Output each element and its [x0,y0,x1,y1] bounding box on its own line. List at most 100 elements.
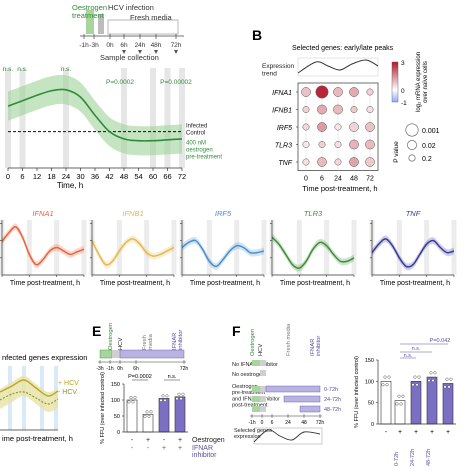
condition-sign: + [446,429,450,436]
data-point [447,385,451,389]
timeline-tag: Freshmedia [142,333,154,350]
p-value-label: P=0.0002 [128,374,152,380]
dot-tnf [349,157,359,167]
timeline-tick-label: -3h [89,42,99,49]
sample-band [234,220,240,275]
oestrogen-bar [252,360,260,366]
x-tick-label: 6 [20,172,24,181]
sample-band [451,220,457,275]
x-axis-label: Time post-treatment, h [100,280,170,287]
gene-panel-tnf: TNF Time post-treatment, h [369,209,457,287]
panel-b-xlabel: Time post-treatment, h [302,184,377,193]
timeline-tag-line: inhibitor [316,336,322,356]
y-axis-label: % FFU (over infected control) [354,356,360,428]
panel-b-colorbar: 3 0 -1 log₂ mRNA expressionover naïve cells [391,52,429,112]
pvalue-legend-label: 0.001 [422,128,440,135]
timeline-tag-line: media [148,333,154,350]
timeline-tick-label: 48 [301,420,307,426]
pvalue-legend-dot [405,123,419,137]
x-tick-label: 12 [33,172,41,181]
control-label-line: Control [186,131,205,137]
condition-label-line: No oestrogen [232,372,265,378]
data-point [381,383,385,387]
timeline-tick-label: 72h [180,366,189,372]
gene-panel-tlr3: TLR3 Time post-treatment, h [269,209,357,287]
oestrogen-bar [252,396,260,402]
sample-band [116,220,122,275]
ns-label: n.s. [17,66,28,73]
data-point [133,395,137,399]
dot-ifna1 [301,87,311,97]
panel-a-xlabel: Time, h [57,181,83,190]
gene-title: IRF5 [215,209,232,218]
ffu-bar [174,396,186,433]
timeline-tick-label: -1h [79,42,89,49]
gene-title: IFNA1 [32,209,53,218]
sample-band [121,68,127,168]
condition-sign: - [131,445,134,452]
pvalue-legend-label: 0.2 [422,156,432,163]
timeline-tick-label: -3h [96,366,103,372]
hcv-infection-bar [98,14,104,34]
treated-label: 400 nM oestrogen pre-treatment [186,141,222,161]
condition-sign: - [147,445,150,452]
timeline-tag-line: IFNAR [310,339,316,356]
panel-a-timeline: Oestrogen treatment HCV infection Fresh … [72,3,184,62]
colorbar-label-line: log₂ mRNA expression [416,52,422,112]
condition-label-line: Oestrogen [192,437,225,444]
dot-tlr3 [365,139,375,150]
dot-ifnb1 [302,106,310,113]
oestrogen-treatment-label-2: treatment [72,11,105,20]
treated-label-line: pre-treatment [186,155,222,161]
hcv-minus-line [0,391,59,405]
legend-hcv-plus: + HCV [58,380,79,387]
x-tick-label: 6 [320,176,324,183]
data-point [427,378,431,382]
sample-band [164,68,171,168]
data-point [127,400,131,404]
window-label: 0-72h [324,387,338,393]
timeline-tag: Oestrogen [108,323,114,350]
data-point [395,402,399,406]
dot-ifnb1 [333,104,343,115]
panel-c: IFNA1 Time post-treatment, h IFNB1 Time pos… [0,209,457,287]
timeline-tag-line: Fresh [142,335,148,350]
data-point [149,410,153,414]
gene-label: TNF [278,160,292,167]
panel-d-chart: + HCV - HCV [0,366,79,431]
confidence-band [182,236,264,270]
condition-label: Oestrogen [192,437,225,444]
data-point [443,385,447,389]
timeline-tick-label: 0h [117,366,123,372]
x-tick-label: 54 [134,172,142,181]
panel-a: Oestrogen treatment HCV infection Fresh … [3,3,223,190]
x-axis-label: Time post-treatment, h [280,280,350,287]
x-tick-label: 72 [366,176,374,183]
ifnar-window-bar [283,395,321,403]
oestrogen-bar [99,349,113,359]
hcv-bar [260,360,266,366]
treated-label-line: oestrogen [186,148,213,154]
condition-sign: + [398,429,402,436]
sample-band [81,220,87,275]
colorbar-tick: 3 [401,60,405,67]
treated-label-line: 400 nM [186,141,206,147]
condition-sign: + [162,445,166,452]
collection-arrow [138,50,142,54]
confidence-band [2,223,84,269]
window-axis-label: 0-72h [394,452,400,466]
dot-tlr3 [302,141,310,148]
gene-title: IFNB1 [122,209,143,218]
timeline-tick-label: 6 [271,420,274,426]
timeline-tick-label: 24 [285,420,291,426]
timeline-tick-label: 6h [120,42,128,49]
timeline-tag-line: HCV [118,338,124,350]
window-label: 48-72h [324,407,341,413]
timeline-tag-line: Oestrogen [108,323,114,350]
sample-collection-label: Sample collection [100,53,159,62]
dot-irf5 [365,122,375,132]
sample-band [22,366,26,430]
y-tick-label: 100 [111,398,120,404]
colorbar-rect [391,61,399,103]
panel-b-dotplot: IFNA1 IFNB1 IRF5 TLR3 TNF 0 6 24 48 72 [272,57,379,183]
